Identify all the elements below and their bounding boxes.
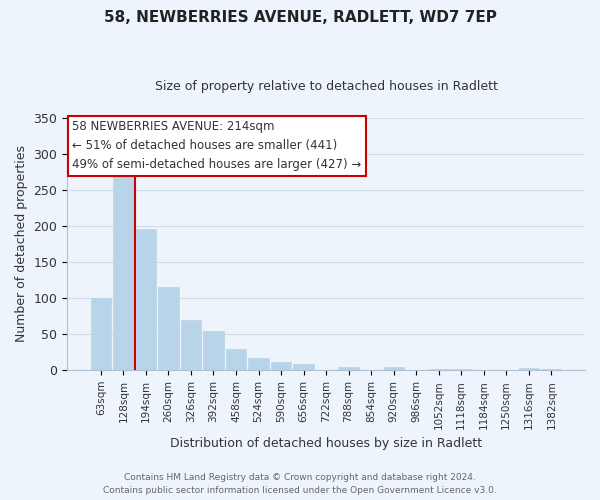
Bar [518, 368, 539, 370]
Text: 58 NEWBERRIES AVENUE: 214sqm
← 51% of detached houses are smaller (441)
49% of s: 58 NEWBERRIES AVENUE: 214sqm ← 51% of de… [73, 120, 362, 172]
Bar [383, 368, 404, 370]
Bar [136, 229, 156, 370]
Bar [271, 362, 291, 370]
Y-axis label: Number of detached properties: Number of detached properties [15, 146, 28, 342]
Bar [181, 320, 201, 370]
Bar [338, 368, 359, 370]
Bar [158, 288, 179, 370]
Bar [113, 174, 133, 370]
Text: Contains HM Land Registry data © Crown copyright and database right 2024.
Contai: Contains HM Land Registry data © Crown c… [103, 474, 497, 495]
Bar [203, 330, 224, 370]
Title: Size of property relative to detached houses in Radlett: Size of property relative to detached ho… [155, 80, 497, 93]
X-axis label: Distribution of detached houses by size in Radlett: Distribution of detached houses by size … [170, 437, 482, 450]
Bar [91, 298, 111, 370]
Bar [248, 358, 269, 370]
Bar [226, 350, 246, 370]
Bar [293, 364, 314, 370]
Text: 58, NEWBERRIES AVENUE, RADLETT, WD7 7EP: 58, NEWBERRIES AVENUE, RADLETT, WD7 7EP [104, 10, 496, 25]
